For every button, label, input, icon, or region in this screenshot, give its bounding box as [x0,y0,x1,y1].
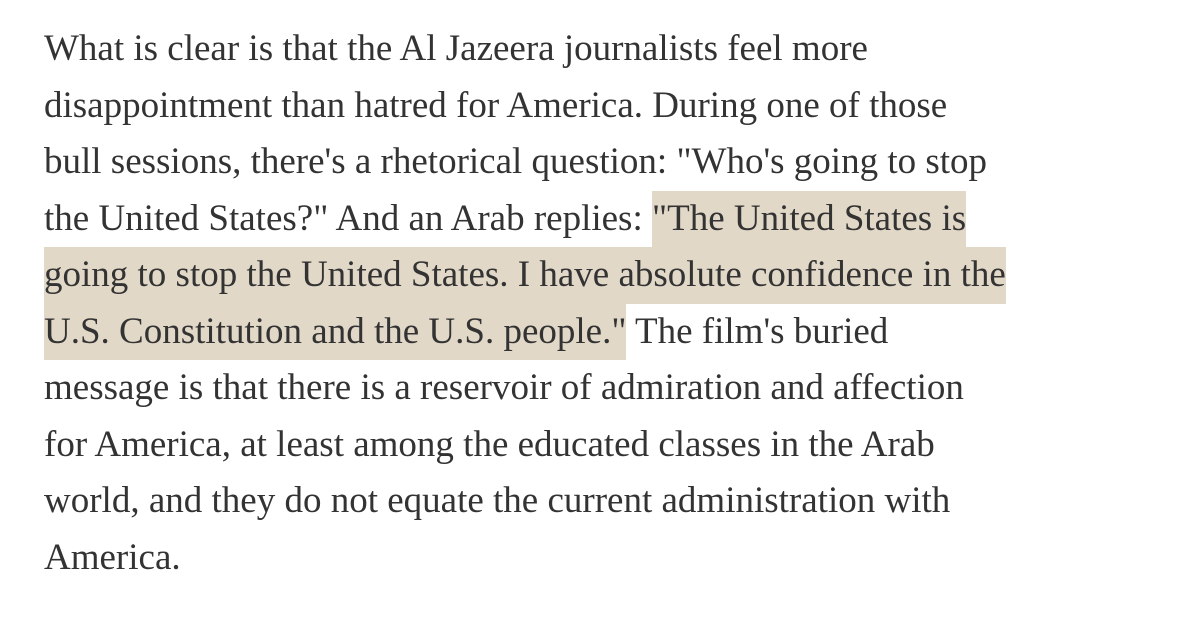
text-line: going to stop the United States. I have … [44,247,1006,304]
text-line: bull sessions, there's a rhetorical ques… [44,134,1006,191]
text-line: for America, at least among the educated… [44,417,1006,474]
text-line: U.S. Constitution and the U.S. people." … [44,303,1006,360]
text-line: disappointment than hatred for America. … [44,78,1006,135]
highlighted-quote[interactable]: U.S. Constitution and the U.S. people." [44,303,627,360]
text-line: the United States?" And an Arab replies:… [44,190,1006,247]
line-text: disappointment than hatred for America. … [44,84,948,126]
text-line: world, and they do not equate the curren… [44,473,1006,530]
article-paragraph: What is clear is that the Al Jazeera jou… [44,21,1006,586]
line-text: for America, at least among the educated… [44,423,935,465]
line-text: message is that there is a reservoir of … [44,367,964,408]
line-text: America. [44,536,181,578]
line-text: bull sessions, there's a rhetorical ques… [44,141,988,182]
text-line: America. [44,530,1006,587]
line-text: world, and they do not equate the curren… [44,480,951,521]
line-text: the United States?" And an Arab replies: [44,197,652,239]
text-line: What is clear is that the Al Jazeera jou… [44,21,1006,78]
highlighted-quote[interactable]: "The United States is [652,190,967,247]
line-text: The film's buried [626,310,889,352]
text-line: message is that there is a reservoir of … [44,360,1006,417]
highlighted-quote[interactable]: going to stop the United States. I have … [44,247,1006,304]
line-text: What is clear is that the Al Jazeera jou… [44,28,868,69]
